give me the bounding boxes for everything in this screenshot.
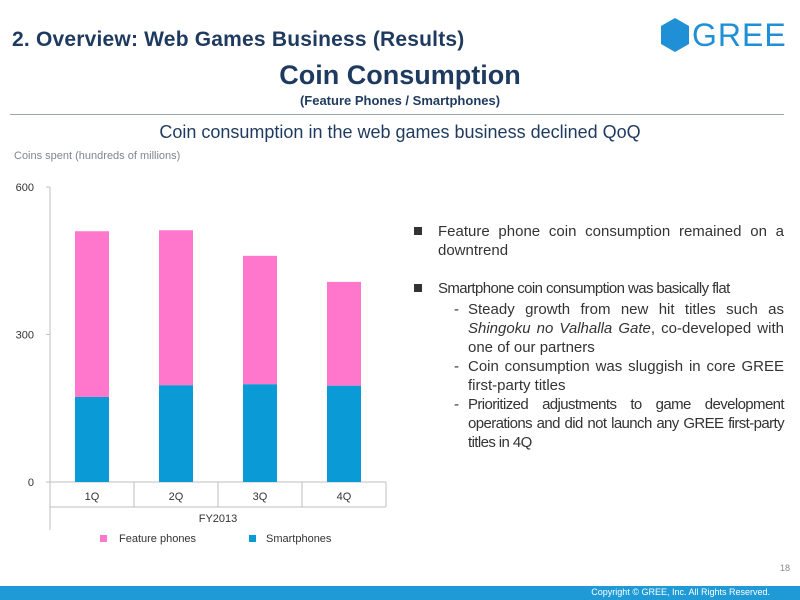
bullet-text: Feature phone coin consumption remained … — [438, 223, 784, 259]
x-axis-title: FY2013 — [199, 513, 238, 525]
headline: Coin consumption in the web games busine… — [159, 122, 641, 142]
sub-bullet-text: Prioritized adjustments to game developm… — [468, 396, 785, 451]
legend-swatch-smartphones — [249, 535, 256, 542]
sub-bullet-text: , co-developed with one of our partners — [468, 320, 784, 356]
bullet-feature-phones: Feature phone coin consumption remained … — [414, 222, 784, 260]
bar-smartphones-4Q — [327, 385, 361, 482]
bar-feature-phones-2Q — [159, 230, 193, 386]
sub-bullet-prioritized: - Prioritized adjustments to game develo… — [454, 395, 785, 452]
y-axis-label: Coins spent (hundreds of millions) — [14, 150, 181, 162]
gree-logo — [661, 18, 689, 52]
legend-label-feature-phones: Feature phones — [119, 533, 197, 545]
footer-bar: Copyright © GREE, Inc. All Rights Reserv… — [0, 586, 800, 600]
hexagon-icon — [661, 18, 689, 52]
dash-bullet: - — [454, 358, 459, 375]
sub-bullet-growth: - Steady growth from new hit titles such… — [454, 300, 784, 357]
x-tick-label: 2Q — [169, 491, 184, 503]
sub-bullet-text: Steady growth from new hit titles such a… — [468, 301, 784, 318]
y-tick-label: 600 — [16, 182, 34, 194]
game-title: Shingoku no Valhalla Gate — [468, 320, 651, 337]
page-subtitle: (Feature Phones / Smartphones) — [299, 93, 501, 108]
bar-feature-phones-1Q — [75, 231, 109, 397]
x-tick-label: 3Q — [253, 491, 268, 503]
legend-label-smartphones: Smartphones — [266, 533, 332, 545]
square-bullet-icon — [414, 284, 422, 292]
bar-feature-phones-3Q — [243, 255, 277, 385]
legend-swatch-feature-phones — [100, 535, 107, 542]
section-title: 2. Overview: Web Games Business (Results… — [12, 28, 465, 51]
dash-bullet: - — [454, 301, 459, 318]
sub-bullet-list: - Steady growth from new hit titles such… — [438, 300, 785, 452]
page-title: Coin Consumption — [279, 60, 521, 90]
bullet-smartphones: Smartphone coin consumption was basicall… — [414, 279, 785, 452]
dash-bullet: - — [454, 396, 459, 413]
bar-smartphones-1Q — [75, 396, 109, 482]
bar-smartphones-3Q — [243, 384, 277, 482]
bullet-list: Feature phone coin consumption remained … — [414, 222, 785, 452]
page-number: 18 — [779, 563, 790, 573]
x-tick-label: 1Q — [85, 491, 100, 503]
bar-smartphones-2Q — [159, 385, 193, 482]
sub-bullet-sluggish: - Coin consumption was sluggish in core … — [454, 357, 784, 395]
logo-text: GREE — [692, 17, 787, 53]
y-tick-label: 0 — [28, 477, 34, 489]
x-tick-label: 4Q — [337, 491, 352, 503]
bullet-text: Smartphone coin consumption was basicall… — [438, 280, 730, 297]
bar-feature-phones-4Q — [327, 281, 361, 386]
sub-bullet-text: Coin consumption was sluggish in core GR… — [468, 358, 784, 394]
copyright: Copyright © GREE, Inc. All Rights Reserv… — [591, 587, 770, 597]
title-divider — [10, 114, 784, 115]
y-tick-label: 300 — [16, 330, 34, 342]
square-bullet-icon — [414, 227, 422, 235]
